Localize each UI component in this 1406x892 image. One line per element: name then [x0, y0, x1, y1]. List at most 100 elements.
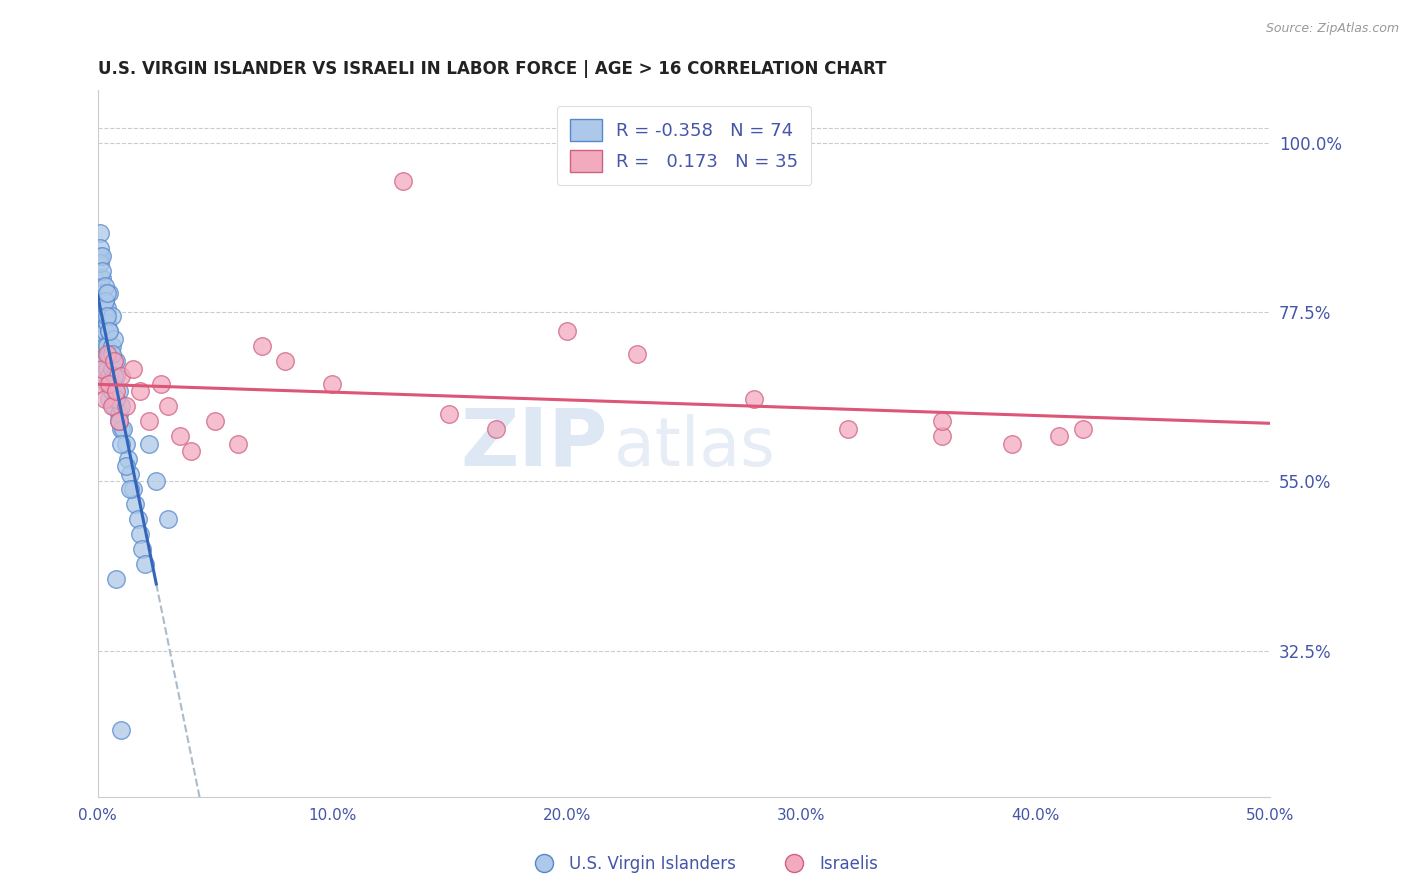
Point: [120, 482, 142, 496]
Point: [321, 376, 343, 391]
Point: [98, 286, 121, 301]
Point: [89, 256, 111, 270]
Text: Source: ZipAtlas.com: Source: ZipAtlas.com: [1265, 22, 1399, 36]
Point: [91, 286, 114, 301]
Point: [93, 278, 115, 293]
Point: [89, 286, 111, 301]
Point: [91, 301, 114, 316]
Point: [131, 542, 153, 557]
Point: [91, 361, 114, 376]
Point: [169, 429, 191, 443]
Point: [250, 339, 273, 353]
Point: [91, 249, 114, 263]
Point: [100, 339, 122, 353]
Point: [103, 354, 125, 368]
Point: [114, 437, 136, 451]
Point: [110, 369, 132, 384]
Point: [105, 369, 128, 384]
Point: [114, 399, 136, 413]
Point: [103, 399, 125, 413]
Point: [91, 361, 114, 376]
Point: [93, 324, 115, 338]
Point: [96, 309, 118, 323]
Point: [105, 354, 128, 368]
Point: [112, 422, 135, 436]
Point: [98, 346, 121, 360]
Point: [98, 392, 121, 406]
Point: [100, 309, 122, 323]
Point: [103, 331, 125, 345]
Point: [107, 407, 129, 421]
Text: atlas: atlas: [613, 415, 775, 481]
Point: [128, 384, 150, 399]
Point: [89, 324, 111, 338]
Point: [121, 482, 143, 496]
Point: [98, 376, 121, 391]
Point: [96, 361, 118, 376]
Point: [98, 324, 121, 338]
Point: [103, 376, 125, 391]
Point: [138, 437, 160, 451]
Point: [96, 317, 118, 331]
Point: [107, 414, 129, 428]
Point: [128, 527, 150, 541]
Point: [89, 271, 111, 285]
Point: [105, 572, 128, 586]
Point: [96, 376, 118, 391]
Point: [156, 399, 179, 413]
Point: [837, 422, 859, 436]
Point: [180, 444, 202, 458]
Point: [204, 414, 226, 428]
Point: [127, 512, 149, 526]
Point: [156, 512, 179, 526]
Point: [274, 354, 297, 368]
Point: [98, 369, 121, 384]
Point: [124, 497, 146, 511]
Point: [100, 384, 122, 399]
Point: [744, 392, 766, 406]
Text: U.S. VIRGIN ISLANDER VS ISRAELI IN LABOR FORCE | AGE > 16 CORRELATION CHART: U.S. VIRGIN ISLANDER VS ISRAELI IN LABOR…: [97, 60, 886, 78]
Point: [114, 459, 136, 474]
Point: [93, 293, 115, 308]
Point: [91, 264, 114, 278]
Point: [105, 392, 128, 406]
Point: [931, 414, 953, 428]
Point: [149, 376, 172, 391]
Text: ZIP: ZIP: [461, 405, 607, 483]
Legend: U.S. Virgin Islanders, Israelis: U.S. Virgin Islanders, Israelis: [522, 848, 884, 880]
Point: [110, 399, 132, 413]
Point: [93, 339, 115, 353]
Point: [931, 429, 953, 443]
Point: [100, 399, 122, 413]
Point: [96, 286, 118, 301]
Point: [117, 451, 139, 466]
Point: [93, 309, 115, 323]
Point: [138, 414, 160, 428]
Point: [145, 475, 167, 489]
Point: [91, 331, 114, 345]
Point: [1047, 429, 1070, 443]
Point: [120, 467, 142, 481]
Point: [93, 354, 115, 368]
Point: [110, 422, 132, 436]
Point: [110, 437, 132, 451]
Point: [103, 354, 125, 368]
Point: [391, 173, 413, 187]
Point: [121, 361, 143, 376]
Point: [98, 324, 121, 338]
Point: [89, 249, 111, 263]
Point: [110, 723, 132, 737]
Point: [96, 301, 118, 316]
Point: [96, 339, 118, 353]
Point: [93, 293, 115, 308]
Point: [1001, 437, 1024, 451]
Point: [91, 317, 114, 331]
Point: [134, 557, 156, 571]
Point: [96, 346, 118, 360]
Point: [91, 346, 114, 360]
Point: [89, 241, 111, 255]
Point: [555, 324, 578, 338]
Point: [626, 346, 648, 360]
Point: [100, 361, 122, 376]
Point: [105, 392, 128, 406]
